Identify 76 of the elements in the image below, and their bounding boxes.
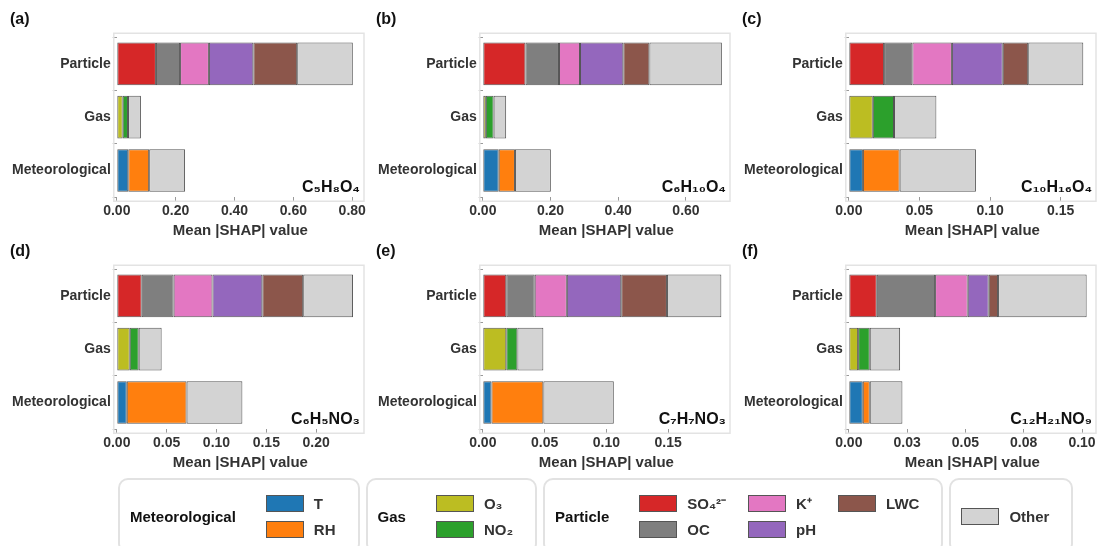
annotation: C₅H₈O₄ (301, 177, 360, 195)
chart-title: (e) (376, 242, 396, 260)
y-tick-label: Particle (60, 54, 111, 71)
x-tick-label: 0.00 (835, 202, 863, 219)
x-tick-label: 0.60 (279, 202, 308, 219)
x-tick-label: 0.40 (604, 202, 633, 219)
x-tick-label: 0.10 (202, 434, 231, 451)
y-tick-label: Gas (450, 340, 477, 357)
x-tick-label: 0.20 (536, 202, 565, 219)
chart-title: (b) (376, 10, 397, 28)
legend-label: T (313, 494, 324, 512)
x-tick-label: 0.00 (103, 202, 131, 219)
y-tick-label: Meteorological (744, 393, 843, 410)
annotation: C₆H₁₀O₄ (661, 177, 726, 195)
legend-label: O₃ (483, 494, 503, 512)
chart-title: (c) (742, 10, 762, 28)
x-axis-title: Mean |SHAP| value (172, 453, 308, 471)
legend-label: NO₂ (483, 520, 514, 538)
chart-title: (a) (10, 10, 30, 28)
x-tick-label: 0.03 (893, 434, 921, 451)
x-tick-label: 0.60 (672, 202, 700, 219)
x-axis-title: Mean |SHAP| value (904, 453, 1040, 471)
y-tick-label: Meteorological (378, 161, 477, 178)
x-tick-label: 0.15 (252, 434, 281, 451)
x-tick-label: 0.20 (302, 434, 330, 451)
y-tick-label: Meteorological (378, 393, 477, 410)
x-tick-label: 0.15 (1047, 202, 1075, 219)
legend-label: LWC (886, 494, 920, 512)
category-label: Meteorological (130, 507, 236, 525)
x-axis-title: Mean |SHAP| value (538, 453, 674, 471)
legend-label: K⁺ (796, 494, 812, 513)
y-tick-label: Gas (84, 340, 111, 357)
y-tick-label: Particle (426, 54, 477, 71)
annotation: C₆H₅NO₃ (290, 409, 360, 427)
y-tick-label: Meteorological (12, 393, 111, 410)
x-axis-title: Mean |SHAP| value (172, 221, 308, 239)
x-tick-label: 0.15 (654, 434, 683, 451)
x-tick-label: 0.10 (1068, 434, 1096, 451)
x-tick-label: 0.10 (976, 202, 1004, 219)
x-axis-title: Mean |SHAP| value (538, 221, 674, 239)
category-label: Particle (555, 507, 610, 525)
x-tick-label: 0.10 (592, 434, 621, 451)
y-tick-label: Gas (816, 108, 843, 125)
legend-label: Other (1009, 507, 1050, 525)
x-tick-label: 0.00 (469, 202, 497, 219)
y-tick-label: Gas (450, 108, 477, 125)
x-tick-label: 0.08 (1010, 434, 1038, 451)
x-tick-label: 0.80 (338, 202, 367, 219)
x-tick-label: 0.05 (153, 434, 181, 451)
x-tick-label: 0.00 (103, 434, 131, 451)
y-tick-label: Gas (816, 340, 843, 357)
x-tick-label: 0.20 (162, 202, 190, 219)
x-tick-label: 0.05 (530, 434, 559, 451)
y-tick-label: Gas (84, 108, 111, 125)
legend-label: SO₄²⁻ (687, 494, 727, 513)
rounded-frame: Other (949, 478, 1074, 546)
chart-title: (d) (10, 242, 31, 260)
y-tick-label: Meteorological (12, 161, 111, 178)
y-tick-label: Particle (60, 286, 111, 303)
x-tick-label: 0.05 (905, 202, 934, 219)
y-tick-label: Particle (792, 286, 843, 303)
annotation: C₁₀H₁₆O₄ (1021, 177, 1092, 195)
legend-label: RH (313, 520, 336, 538)
annotation: C₇H₇NO₃ (658, 409, 726, 427)
x-tick-label: 0.00 (835, 434, 863, 451)
legend-label: pH (796, 520, 817, 538)
chart-title: (f) (742, 242, 758, 260)
x-axis-title: Mean |SHAP| value (904, 221, 1040, 239)
x-tick-label: 0.05 (951, 434, 980, 451)
x-tick-label: 0.40 (220, 202, 249, 219)
x-tick-label: 0.00 (469, 434, 497, 451)
legend-label: OC (687, 520, 710, 538)
y-tick-label: Particle (792, 54, 843, 71)
annotation: C₁₂H₂₁NO₉ (1010, 409, 1092, 427)
y-tick-label: Particle (426, 286, 477, 303)
y-tick-label: Meteorological (744, 161, 843, 178)
